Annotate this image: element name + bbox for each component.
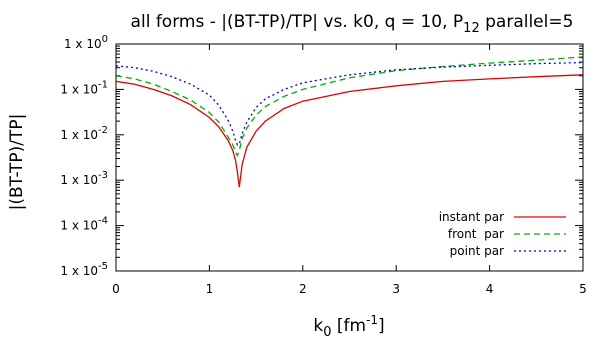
title-main: all forms - |(BT-TP)/TP| vs. k0, q = 10,…: [131, 12, 464, 32]
title-subscript: 12: [463, 21, 480, 36]
y-tick-exponent: -1: [98, 79, 108, 90]
x-tick-label: 1: [206, 282, 214, 296]
y-axis-label: |(BT-TP)/TP|: [7, 114, 27, 211]
x-axis-label: k0 [fm-1]: [313, 313, 384, 339]
x-tick-label: 5: [579, 282, 587, 296]
plot-frame: [115, 43, 584, 272]
y-tick-label: 1 x 10-5: [60, 261, 108, 278]
series-line-1: [115, 74, 584, 188]
legend-label: instant par: [439, 210, 504, 224]
legend-label: front par: [448, 227, 504, 241]
legend: instant par front par point par: [439, 210, 566, 258]
title-tail: parallel=5: [480, 12, 574, 32]
y-tick-exponent: -3: [98, 170, 108, 181]
x-label-unit: [fm: [331, 316, 366, 336]
x-tick-label: 3: [392, 282, 400, 296]
legend-label: point par: [450, 244, 504, 258]
series-line-3: [115, 61, 584, 146]
y-tick-label: 1 x 10-1: [60, 79, 108, 96]
series-layer: [115, 56, 584, 188]
y-tick-label: 1 x 10-4: [60, 216, 108, 233]
y-tick-exponent: 0: [102, 34, 108, 45]
y-tick-mantissa: 1 x 10: [60, 128, 98, 142]
y-tick-mantissa: 1 x 10: [64, 37, 102, 51]
x-label-subscript: 0: [323, 325, 331, 339]
x-tick-label: 4: [486, 282, 494, 296]
x-label-superscript: -1: [366, 313, 378, 327]
series-line-2: [115, 56, 584, 158]
y-tick-exponent: -4: [98, 216, 108, 227]
y-tick-mantissa: 1 x 10: [60, 173, 98, 187]
x-label-unit-close: ]: [378, 316, 385, 336]
y-tick-mantissa: 1 x 10: [60, 82, 98, 96]
x-tick-label: 2: [299, 282, 307, 296]
y-tick-exponent: -2: [98, 125, 108, 136]
y-tick-label: 1 x 10-2: [60, 125, 108, 142]
y-tick-mantissa: 1 x 10: [60, 264, 98, 278]
x-tick-label: 0: [112, 282, 120, 296]
y-tick-exponent: -5: [98, 261, 108, 272]
chart-title: all forms - |(BT-TP)/TP| vs. k0, q = 10,…: [131, 12, 574, 36]
y-tick-mantissa: 1 x 10: [60, 219, 98, 233]
y-tick-label: 1 x 100: [64, 34, 108, 51]
y-tick-label: 1 x 10-3: [60, 170, 108, 187]
x-label-main: k: [313, 316, 323, 336]
